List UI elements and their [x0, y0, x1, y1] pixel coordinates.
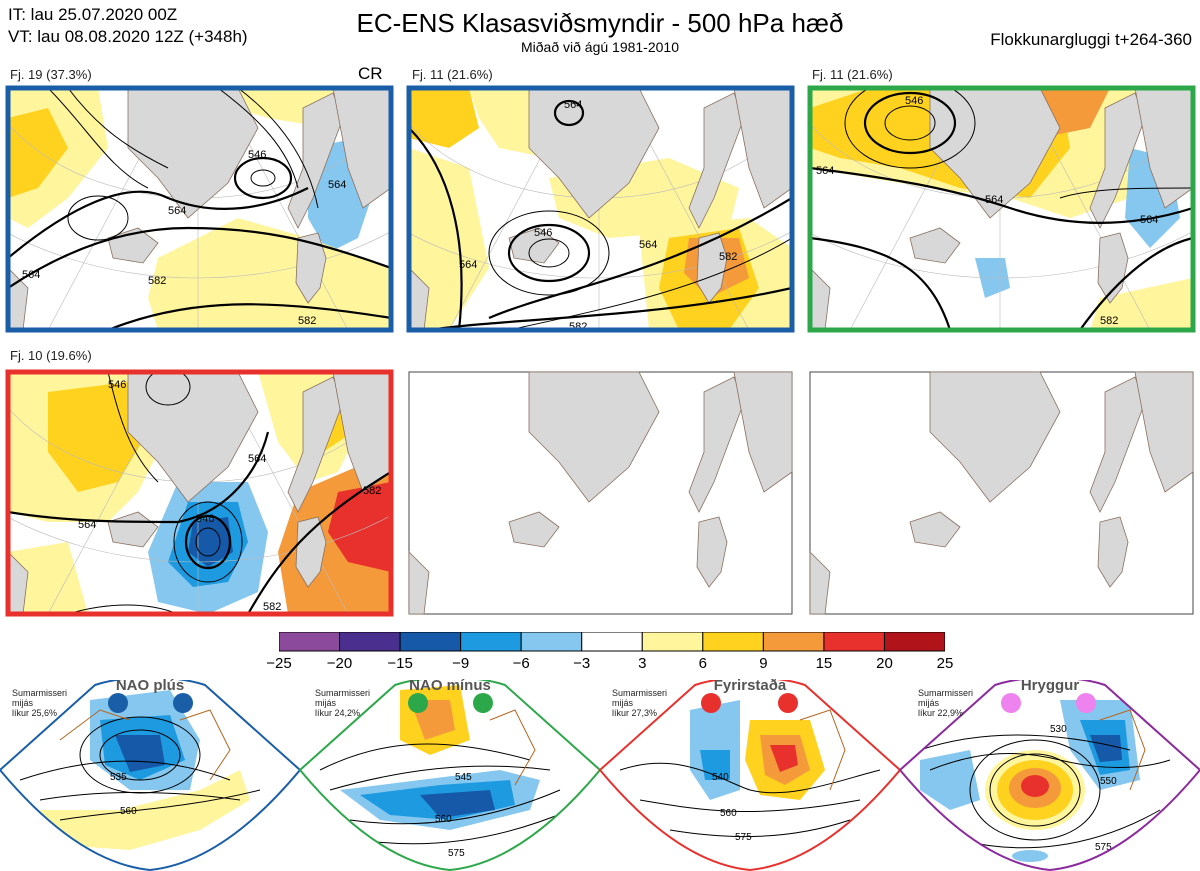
regime-maps: 535 560 545 560 575	[0, 680, 1200, 871]
regime-ridge-meta: Sumarmisseri mijás líkur 22,9%	[918, 688, 974, 718]
colorbar-label: −25	[266, 655, 292, 672]
contour-label: 546	[248, 149, 266, 161]
contour-label: 564	[564, 99, 582, 111]
cluster-maps: 546 564 564 582 582 564	[5, 85, 1196, 617]
contour-label: 546	[534, 227, 552, 239]
initial-time: IT: lau 25.07.2020 00Z	[8, 5, 178, 24]
contour-label: 564	[1140, 214, 1158, 226]
contour-label: 582	[148, 275, 166, 287]
contour-label: 575	[1095, 842, 1112, 853]
colorbar-swatch	[460, 632, 522, 652]
colorbar-label: 3	[638, 655, 647, 672]
cluster-2-label: Fj. 11 (21.6%)	[412, 67, 493, 82]
contour-label: 560	[720, 808, 737, 819]
contour-label: 546	[196, 513, 214, 525]
colorbar-label: 15	[815, 655, 833, 672]
contour-label: 535	[110, 772, 127, 783]
colorbar-swatch	[339, 632, 401, 652]
colorbar-swatch	[823, 632, 885, 652]
contour-label: 582	[569, 321, 587, 333]
colorbar-label: −15	[387, 655, 413, 672]
cluster-1-tag: CR	[358, 64, 383, 83]
cluster-4-map: 546 564 546 582 582 564	[8, 372, 391, 614]
contour-label: 564	[816, 165, 834, 177]
empty-map-5	[408, 371, 793, 615]
valid-time: VT: lau 08.08.2020 12Z (+348h)	[8, 27, 248, 46]
contour-label: 540	[712, 772, 729, 783]
contour-label: 582	[719, 251, 737, 263]
contour-label: 564	[168, 205, 186, 217]
contour-label: 564	[639, 239, 657, 251]
page-subtitle: Miðað við ágú 1981-2010	[520, 39, 679, 55]
contour-label: 564	[985, 194, 1003, 206]
contour-label: 564	[248, 453, 266, 465]
regime-ridge-title: Hryggur	[1020, 677, 1080, 694]
regime-blocking-title: Fyrirstaða	[713, 677, 787, 694]
colorbar-swatch	[641, 632, 704, 652]
cluster-4-label: Fj. 10 (19.6%)	[10, 348, 92, 363]
contour-label: 564	[22, 269, 40, 281]
regime-nao-plus-meta: Sumarmisseri mijás líkur 25,6%	[12, 688, 68, 718]
contour-label: 582	[1100, 315, 1118, 327]
cluster-1-label: Fj. 19 (37.3%)	[10, 67, 92, 82]
contour-label: 582	[263, 601, 281, 613]
cluster-4-frame	[5, 369, 394, 617]
cluster-2-map: 564 546 564 582 582 564	[409, 88, 792, 333]
cluster-2-frame	[406, 85, 795, 333]
colorbar-swatch	[520, 632, 583, 652]
regime-nao-plus-title: NAO plús	[115, 677, 185, 694]
cluster-3-map: 546 564 564 564 582	[810, 88, 1193, 330]
regime-nao-minus-title: NAO mínus	[409, 677, 491, 694]
colorbar-label: 9	[759, 655, 768, 672]
contour-label: 564	[78, 519, 96, 531]
contour-label: 545	[455, 772, 472, 783]
colorbar	[279, 632, 945, 652]
contour-label: 575	[448, 848, 465, 859]
contour-label: 575	[735, 832, 752, 843]
contour-label: 560	[435, 814, 452, 825]
colorbar-swatch	[702, 632, 764, 652]
colorbar-label: 25	[936, 655, 954, 672]
colorbar-swatch	[279, 632, 341, 652]
regime-nao-minus-meta: Sumarmisseri mijás líkur 24,2%	[315, 688, 371, 718]
classification-window: Flokkunargluggi t+264-360	[990, 30, 1192, 49]
empty-map-6	[809, 371, 1194, 615]
cluster-3-frame	[807, 85, 1196, 333]
cluster-1-frame	[5, 85, 394, 333]
colorbar-swatch	[581, 632, 643, 652]
contour-label: 530	[1050, 724, 1067, 735]
colorbar-label: 6	[698, 655, 707, 672]
contour-label: 582	[363, 485, 381, 497]
header-left: IT: lau 25.07.2020 00Z VT: lau 08.08.202…	[8, 4, 248, 48]
cluster-3-label: Fj. 11 (21.6%)	[812, 67, 893, 82]
contour-label: 550	[1100, 776, 1117, 787]
contour-label: 546	[108, 379, 126, 391]
page-title: EC-ENS Klasasviðsmyndir - 500 hPa hæð	[356, 8, 844, 38]
colorbar-label: −20	[326, 655, 353, 672]
regime-blocking-meta: Sumarmisseri mijás líkur 27,3%	[612, 688, 668, 718]
contour-label: 560	[120, 806, 137, 817]
contour-label: 582	[298, 315, 316, 327]
colorbar-swatch	[399, 632, 462, 652]
contour-label: 564	[328, 179, 346, 191]
colorbar-label: −9	[452, 655, 470, 672]
colorbar-label: 20	[876, 655, 893, 672]
colorbar-label: −3	[573, 655, 591, 672]
colorbar-swatch	[883, 632, 945, 652]
colorbar-label: −6	[512, 655, 530, 672]
cluster-1-map: 546 564 564 582 582 564	[8, 88, 391, 330]
contour-label: 546	[905, 95, 923, 107]
colorbar-swatch	[762, 632, 825, 652]
contour-label: 564	[459, 259, 477, 271]
